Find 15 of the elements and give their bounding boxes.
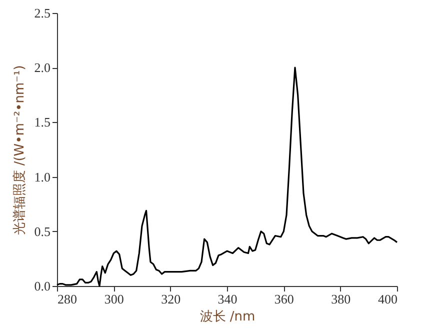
x-axis-title: 波长 /nm (200, 310, 256, 324)
y-tick-label: 0.0 (34, 278, 50, 294)
y-axis-title: 光谱辐照度 /(W•m⁻²•nm⁻¹) (11, 65, 28, 235)
y-tick-label: 1.0 (34, 169, 50, 184)
x-tick-label: 360 (274, 292, 294, 306)
x-tick-label: 400 (378, 292, 398, 306)
x-tick-label: 320 (161, 292, 181, 306)
y-tick-label: 0.5 (34, 224, 50, 239)
y-tick-label: 1.5 (34, 114, 50, 130)
y-tick-label: 2.0 (34, 60, 50, 76)
x-tick-label: 380 (331, 292, 351, 306)
x-tick-label: 280 (58, 292, 77, 306)
x-tick-label: 300 (104, 292, 124, 306)
x-tick-label: 340 (218, 292, 238, 306)
y-tick-label: 2.5 (34, 6, 50, 20)
